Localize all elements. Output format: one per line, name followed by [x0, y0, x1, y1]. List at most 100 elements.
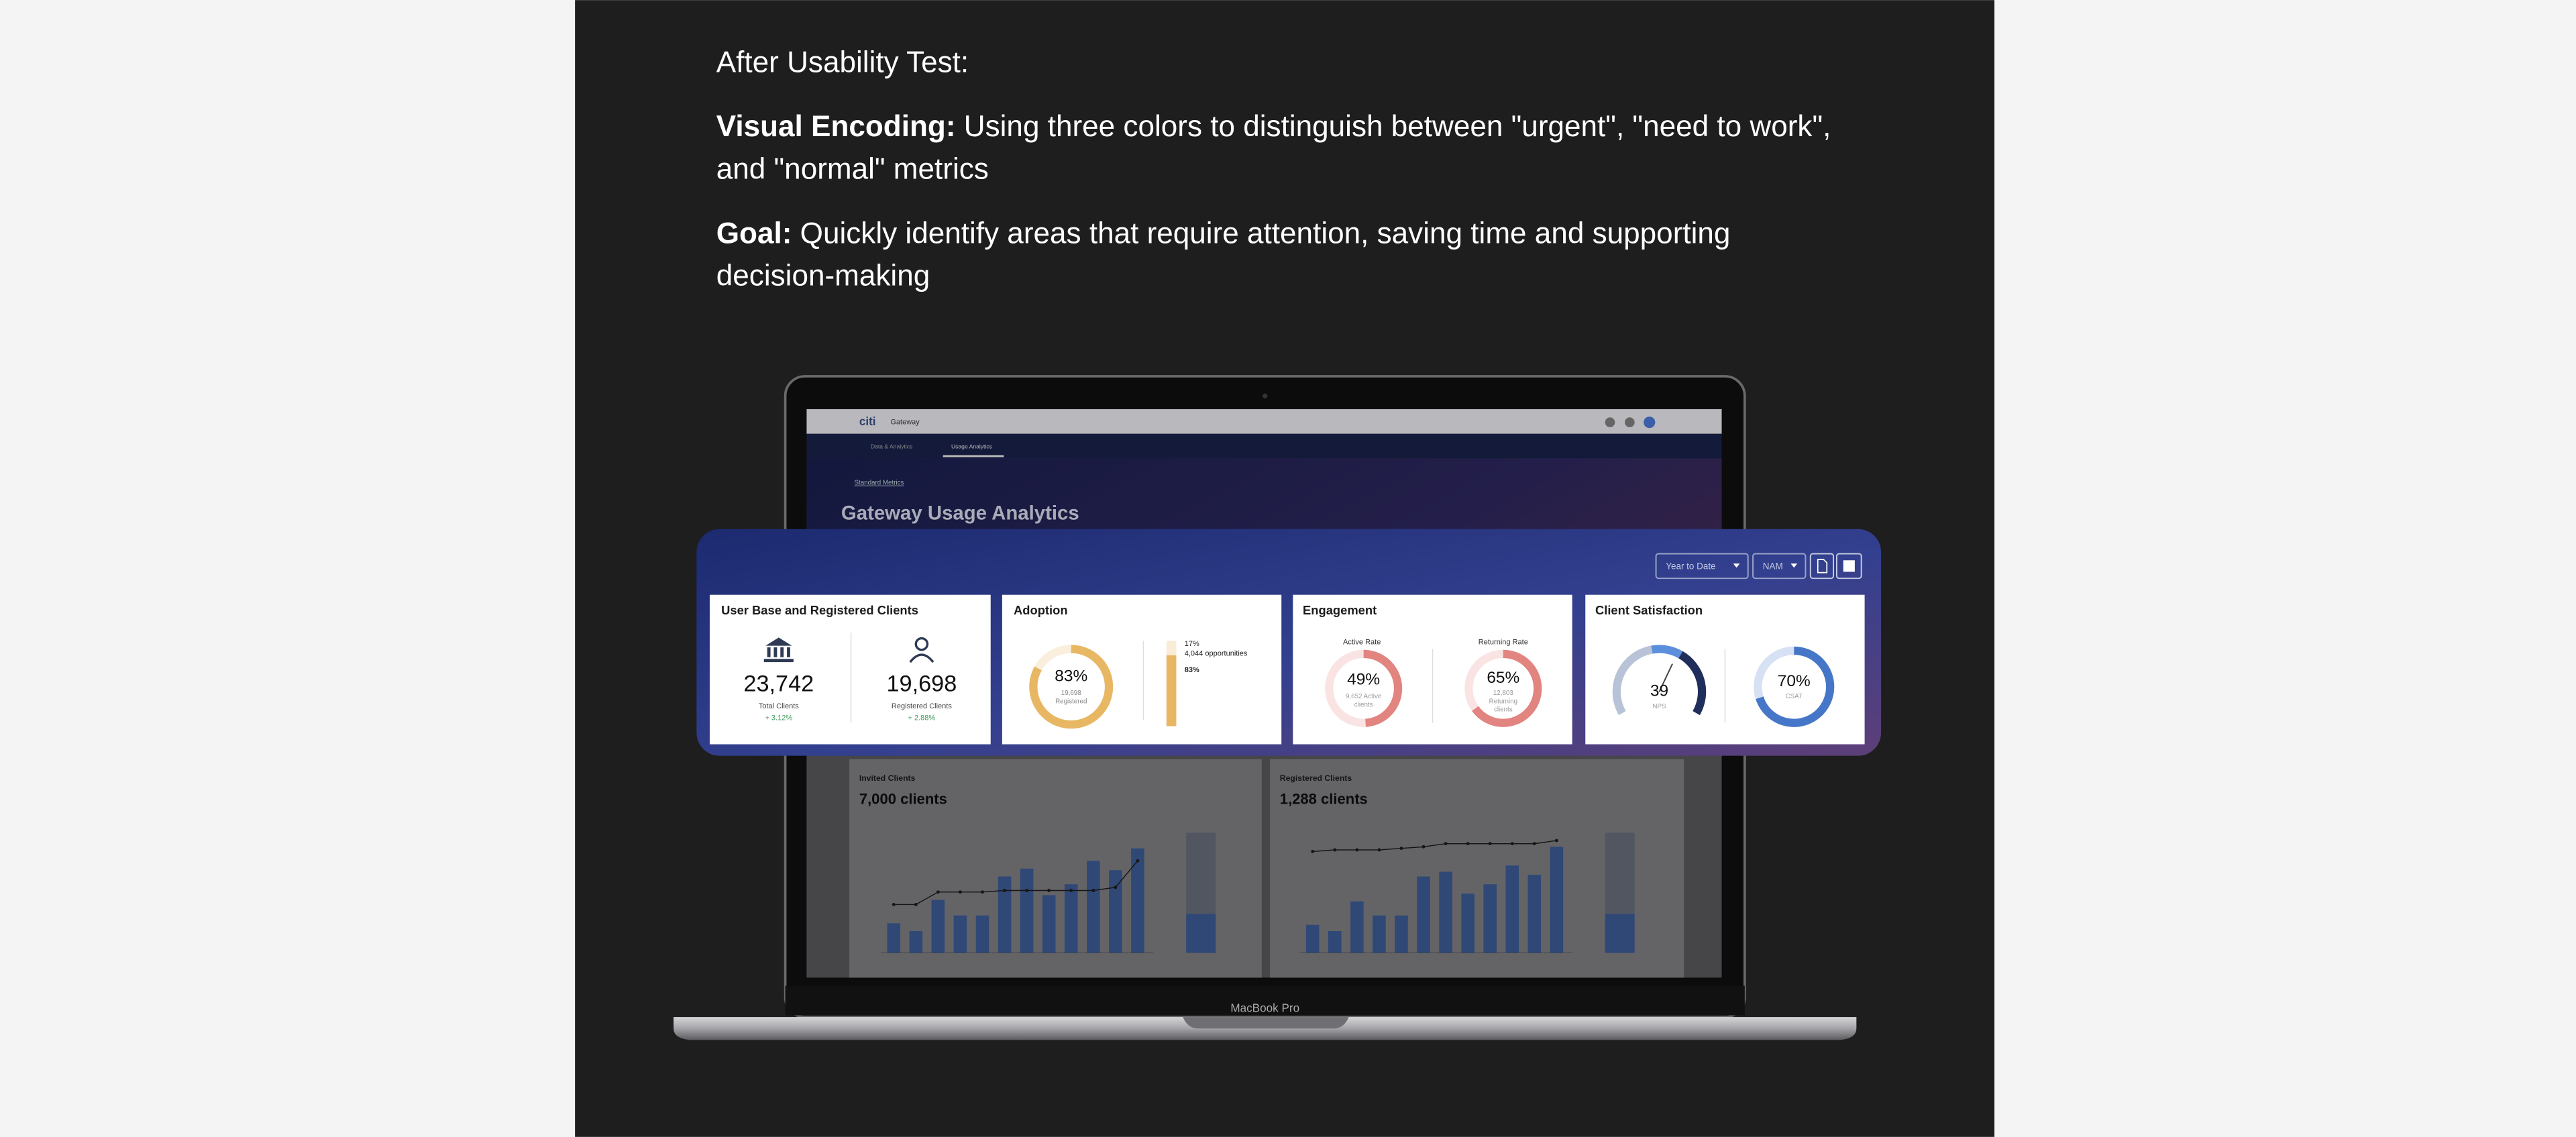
breadcrumb: Standard Metrics	[854, 480, 904, 487]
donut-label: 83%	[1055, 667, 1087, 686]
line-point	[1377, 848, 1381, 852]
stack-segment	[1605, 832, 1635, 914]
chart-total: 7,000 clients	[859, 791, 947, 808]
bar	[1461, 894, 1474, 953]
dashboard-card	[696, 529, 1882, 756]
camera	[1263, 393, 1268, 399]
line-point	[914, 902, 918, 906]
line-point	[981, 890, 984, 894]
line-point	[1333, 848, 1337, 852]
bar	[1131, 848, 1144, 953]
line-point	[1421, 845, 1426, 849]
bar	[1020, 868, 1034, 953]
stack-segment	[1186, 832, 1216, 914]
donut-caption: 12,803	[1493, 690, 1513, 697]
panel-title: Adoption	[1014, 603, 1068, 617]
line-point	[892, 902, 896, 906]
bar	[1087, 861, 1100, 953]
chart-title: Registered Clients	[1280, 773, 1352, 783]
line-point	[1091, 889, 1095, 892]
header-title: After Usability Test:	[716, 46, 969, 78]
laptop-label: MacBook Pro	[1230, 1001, 1299, 1014]
filter[interactable]	[1655, 553, 1749, 580]
kpi-value: 19,698	[886, 671, 957, 696]
filter-label: Year to Date	[1666, 561, 1715, 572]
stack-segment	[1605, 914, 1635, 953]
app-name: Gateway	[890, 418, 920, 426]
line-point	[958, 890, 962, 894]
icon	[1625, 417, 1635, 427]
bar	[953, 915, 967, 953]
kpi-label: Registered Clients	[892, 702, 952, 710]
bar	[998, 876, 1012, 953]
encoding-line: and "normal" metrics	[716, 152, 989, 185]
bar	[1109, 870, 1122, 953]
stack-segment	[1186, 914, 1216, 953]
filter-label: NAM	[1763, 561, 1783, 572]
bar	[931, 900, 945, 953]
goal-line: Goal: Quickly identify areas that requir…	[716, 217, 1731, 250]
line-point	[1444, 842, 1448, 846]
dim-overlay	[806, 755, 1722, 978]
line	[1312, 840, 1557, 853]
nps-caption: NPS	[1652, 703, 1666, 710]
panel-title: User Base and Registered Clients	[721, 603, 918, 617]
line-point	[1025, 889, 1029, 892]
donut-arc	[1325, 649, 1403, 727]
caret	[1733, 563, 1740, 568]
donut-caption: 9,652 Active	[1346, 693, 1381, 700]
panel	[1002, 594, 1282, 745]
line-point	[1399, 847, 1403, 851]
panel	[709, 594, 991, 745]
line-point	[1355, 848, 1359, 852]
donut-arc	[1029, 645, 1114, 729]
person-icon	[909, 637, 934, 663]
nav-tab: Data & Analytics	[871, 443, 912, 450]
line-point	[1311, 849, 1315, 853]
brand: citi	[859, 415, 876, 428]
line-point	[936, 890, 940, 894]
bar	[1064, 884, 1078, 953]
metric-title: Returning Rate	[1479, 639, 1528, 647]
page-title: Gateway Usage Analytics	[841, 502, 1079, 524]
line-point	[1114, 885, 1118, 889]
caret	[1790, 563, 1798, 568]
line-point	[1554, 838, 1558, 843]
metric-title: Active Rate	[1343, 639, 1381, 647]
notch	[1183, 1017, 1349, 1029]
line-point	[1488, 842, 1492, 846]
bar	[975, 915, 989, 953]
dashboard: Year to Date NAM User Base and Registere…	[696, 529, 1882, 756]
bar	[1417, 876, 1430, 953]
line-point	[1047, 889, 1051, 892]
charts	[806, 755, 1722, 978]
donut-caption: CSAT	[1786, 693, 1803, 700]
bar	[887, 923, 901, 953]
kpi-label: Total Clients	[759, 702, 799, 710]
panel-title: Client Satisfaction	[1595, 603, 1703, 617]
donut-arc	[1754, 646, 1835, 727]
filter[interactable]	[1752, 553, 1807, 580]
header: After Usability Test: Visual Encoding: U…	[716, 46, 1831, 292]
bar-segment	[1166, 641, 1177, 655]
donut-caption: clients	[1494, 706, 1513, 714]
donut-arc	[1464, 649, 1542, 727]
icon	[1843, 560, 1855, 572]
icon	[1605, 417, 1615, 427]
donut-label: 65%	[1487, 669, 1519, 687]
chart-title: Invited Clients	[859, 773, 916, 783]
export-button[interactable]	[1809, 553, 1835, 580]
line-point	[1136, 859, 1140, 863]
bar	[1042, 895, 1056, 953]
goal-line: decision-making	[716, 260, 930, 292]
donut-caption: clients	[1354, 701, 1373, 708]
kpi-change: + 2.88%	[908, 714, 936, 722]
bar	[1305, 924, 1320, 953]
encoding-line: Visual Encoding: Using three colors to d…	[716, 110, 1831, 143]
top-bar	[806, 409, 1722, 434]
nav-bar	[806, 433, 1722, 459]
share-button[interactable]	[1835, 553, 1862, 580]
donut-caption: Registered	[1055, 698, 1087, 705]
bar-segment	[1166, 655, 1177, 726]
